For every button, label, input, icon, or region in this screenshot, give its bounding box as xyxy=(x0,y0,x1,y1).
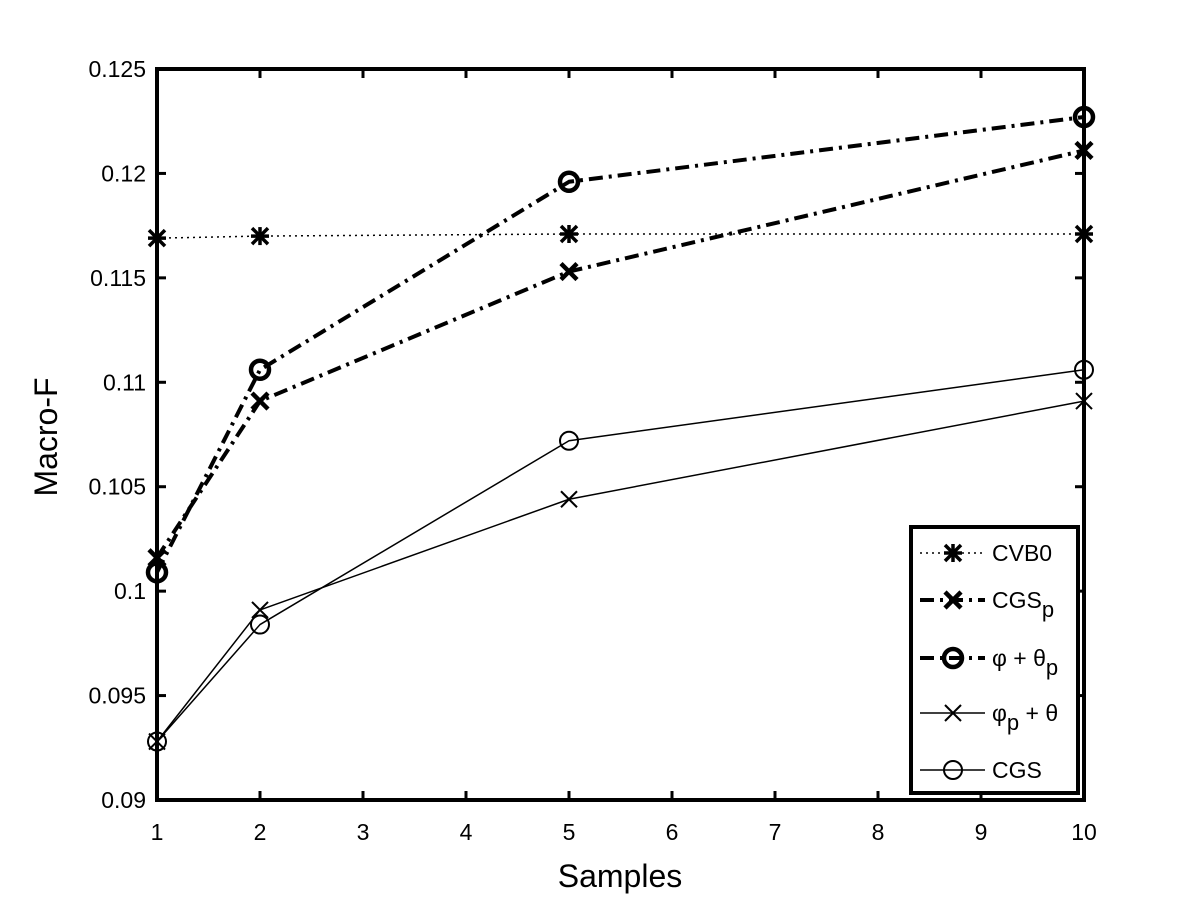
data-point-shape xyxy=(1074,359,1094,380)
legend-label: φ + θp xyxy=(992,645,1058,680)
data-point xyxy=(147,228,167,248)
data-point xyxy=(1074,140,1094,161)
y-tick-label: 0.095 xyxy=(88,683,146,709)
data-point-stroke-b xyxy=(1075,392,1093,410)
data-point-stroke-b xyxy=(250,391,270,411)
y-tick-label: 0.12 xyxy=(101,160,146,186)
x-tick-label: 3 xyxy=(357,819,370,845)
data-point xyxy=(250,391,270,411)
legend-marker xyxy=(944,704,962,722)
legend-item: CGS xyxy=(920,757,1042,783)
y-tick-label: 0.1 xyxy=(114,578,146,604)
data-point xyxy=(1074,359,1094,380)
legend-item: φ + θp xyxy=(920,645,1058,680)
data-point xyxy=(248,358,272,382)
x-tick-label: 9 xyxy=(975,819,988,845)
legend-label-main: CVB0 xyxy=(992,540,1052,566)
x-tick-label: 2 xyxy=(254,819,267,845)
data-point xyxy=(147,731,167,752)
legend-label: φp + θ xyxy=(992,700,1058,735)
legend-marker xyxy=(943,760,963,780)
legend-marker xyxy=(943,543,963,563)
legend-marker-shape xyxy=(941,646,965,670)
series-line xyxy=(156,369,1085,743)
legend-label: CGSp xyxy=(992,587,1054,622)
legend-label-main: CGS xyxy=(992,757,1042,783)
legend-marker-shape xyxy=(943,760,963,780)
x-tick-label: 10 xyxy=(1071,819,1097,845)
data-point xyxy=(251,601,269,619)
x-tick-label: 1 xyxy=(151,819,164,845)
series-2 xyxy=(145,105,1096,584)
x-axis-title: Samples xyxy=(558,858,683,894)
series-line xyxy=(155,115,1085,574)
y-tick-label: 0.115 xyxy=(90,265,146,291)
legend-label-subscript: p xyxy=(1007,710,1019,735)
data-point xyxy=(557,170,581,194)
data-point-stroke-b xyxy=(559,262,579,282)
data-point xyxy=(559,262,579,282)
data-point xyxy=(1072,105,1096,129)
legend-marker-stroke-b xyxy=(943,590,963,610)
y-tick-label: 0.09 xyxy=(101,787,146,813)
x-tick-label: 4 xyxy=(460,819,473,845)
data-point xyxy=(145,561,169,584)
legend-label-subscript: p xyxy=(1042,597,1054,622)
x-tick-label: 8 xyxy=(872,819,885,845)
legend-label-main: φ + θ xyxy=(992,645,1046,671)
data-point xyxy=(559,224,579,244)
series-0 xyxy=(147,224,1094,248)
series-4 xyxy=(147,359,1094,752)
data-point-shape xyxy=(250,614,270,635)
legend-label-subscript: p xyxy=(1046,655,1058,680)
series-line xyxy=(156,400,1085,742)
data-point xyxy=(559,430,579,451)
legend-label: CVB0 xyxy=(992,540,1052,566)
axis-ticks: 1 2 3 4 5 6 7 8 9 10 0.09 0.095 0.1 0.105 0.11 0.115 0.1… xyxy=(88,56,1096,845)
data-point-shape xyxy=(557,170,581,194)
data-point-shape xyxy=(1072,105,1096,129)
data-point-stroke-b xyxy=(560,490,578,508)
data-point-stroke-b xyxy=(251,601,269,619)
data-point-shape xyxy=(145,561,169,584)
data-point xyxy=(1075,392,1093,410)
data-point-shape xyxy=(248,358,272,382)
legend-label-main: φ xyxy=(992,700,1007,726)
legend-item: CVB0 xyxy=(920,540,1052,566)
legend-marker xyxy=(941,646,965,670)
y-axis-title: Macro-F xyxy=(28,377,64,496)
y-tick-label: 0.105 xyxy=(88,474,146,500)
x-tick-label: 6 xyxy=(666,819,679,845)
data-point-shape xyxy=(147,731,167,752)
legend-label-main: CGS xyxy=(992,587,1042,613)
legend-marker xyxy=(943,590,963,610)
data-point-shape xyxy=(559,430,579,451)
legend-item: φp + θ xyxy=(920,700,1058,735)
data-point-stroke-b xyxy=(1074,140,1094,161)
data-point xyxy=(250,226,270,246)
legend-marker-stroke-b xyxy=(944,704,962,722)
series-line xyxy=(155,148,1085,559)
legend-label-tail: + θ xyxy=(1019,700,1058,726)
legend-label: CGS xyxy=(992,757,1042,783)
data-point xyxy=(1074,224,1094,244)
legend-item: CGSp xyxy=(920,587,1054,622)
x-tick-label: 7 xyxy=(769,819,782,845)
y-tick-label: 0.11 xyxy=(103,369,146,395)
y-tick-label: 0.125 xyxy=(88,56,146,82)
data-point xyxy=(250,614,270,635)
legend-box xyxy=(909,525,1080,795)
x-tick-label: 5 xyxy=(563,819,576,845)
series-group xyxy=(145,105,1096,752)
data-point xyxy=(560,490,578,508)
